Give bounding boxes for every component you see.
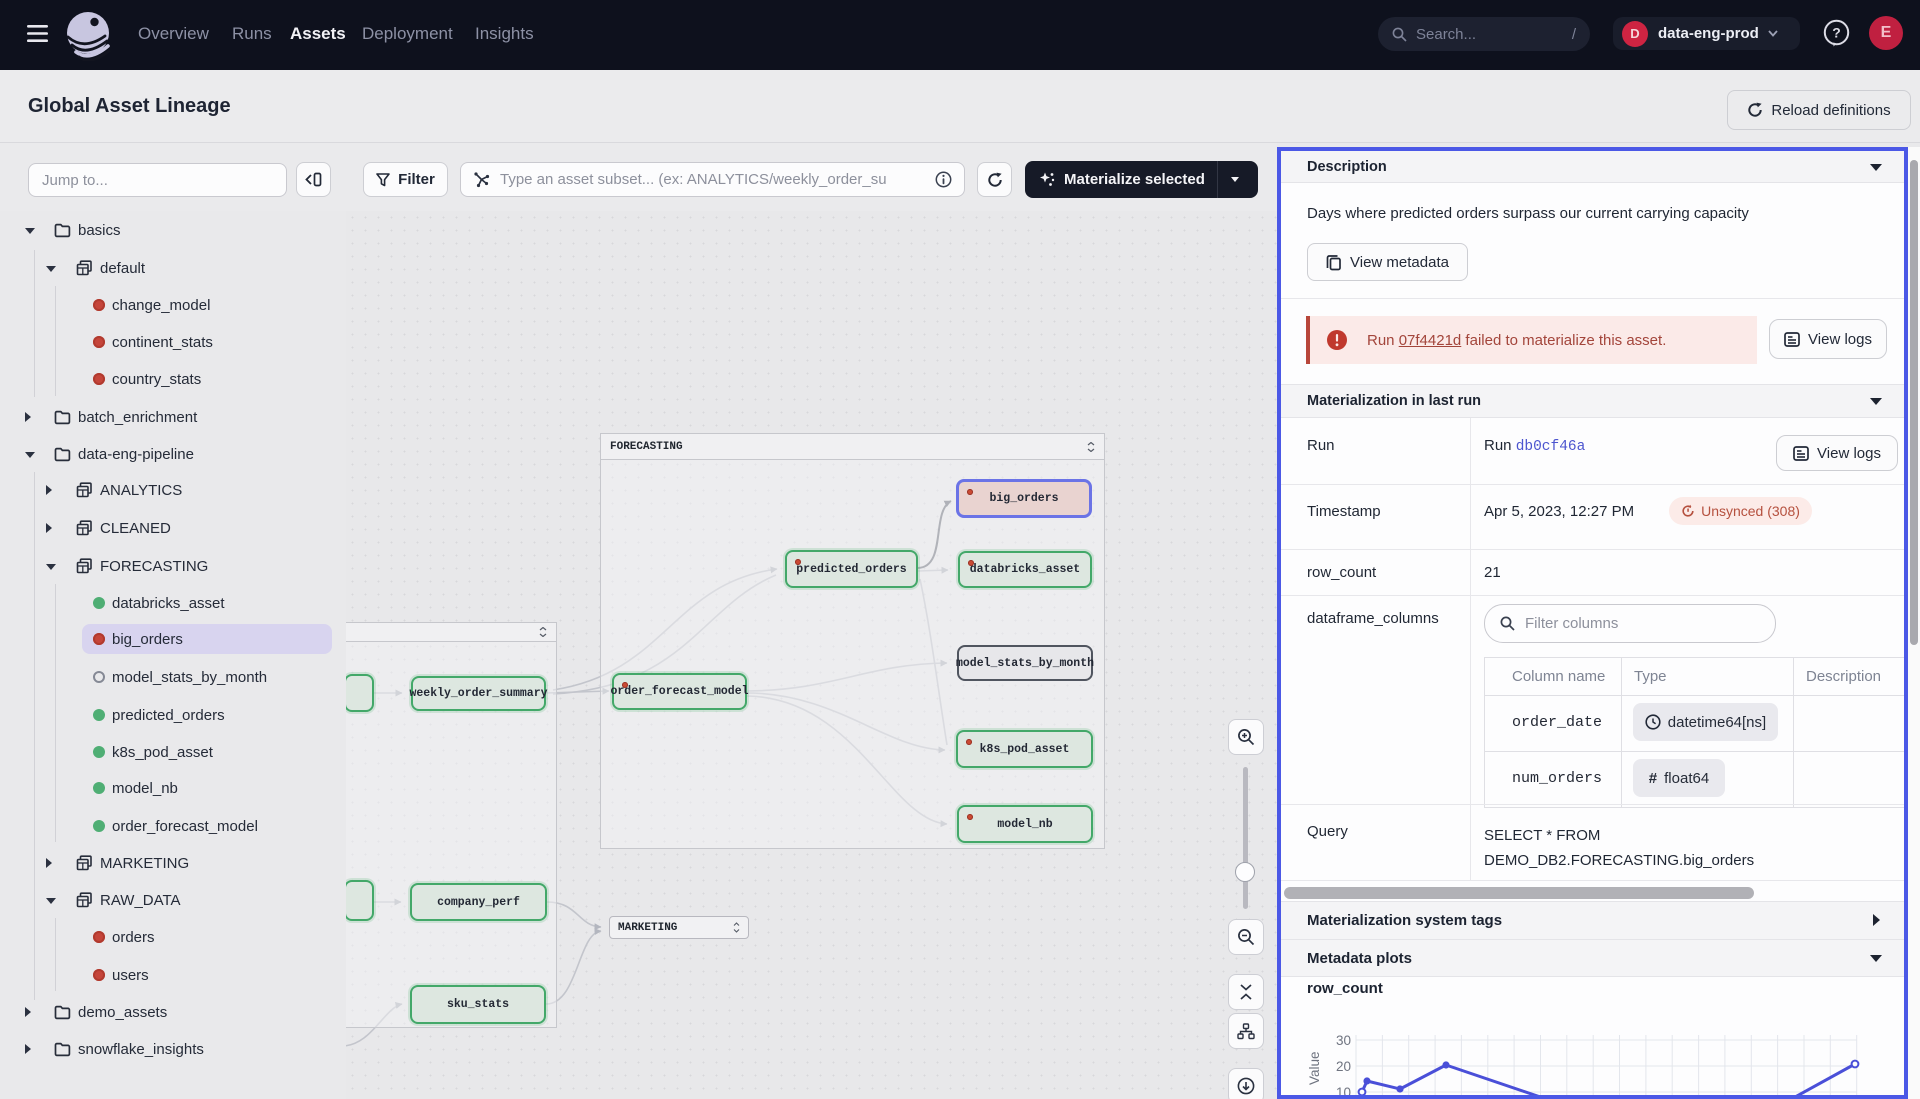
svg-text:20: 20 — [1336, 1059, 1351, 1074]
svg-text:Value: Value — [1307, 1051, 1322, 1085]
svg-text:10: 10 — [1336, 1085, 1351, 1095]
svg-text:30: 30 — [1336, 1033, 1351, 1048]
svg-text:?: ? — [1832, 25, 1841, 41]
